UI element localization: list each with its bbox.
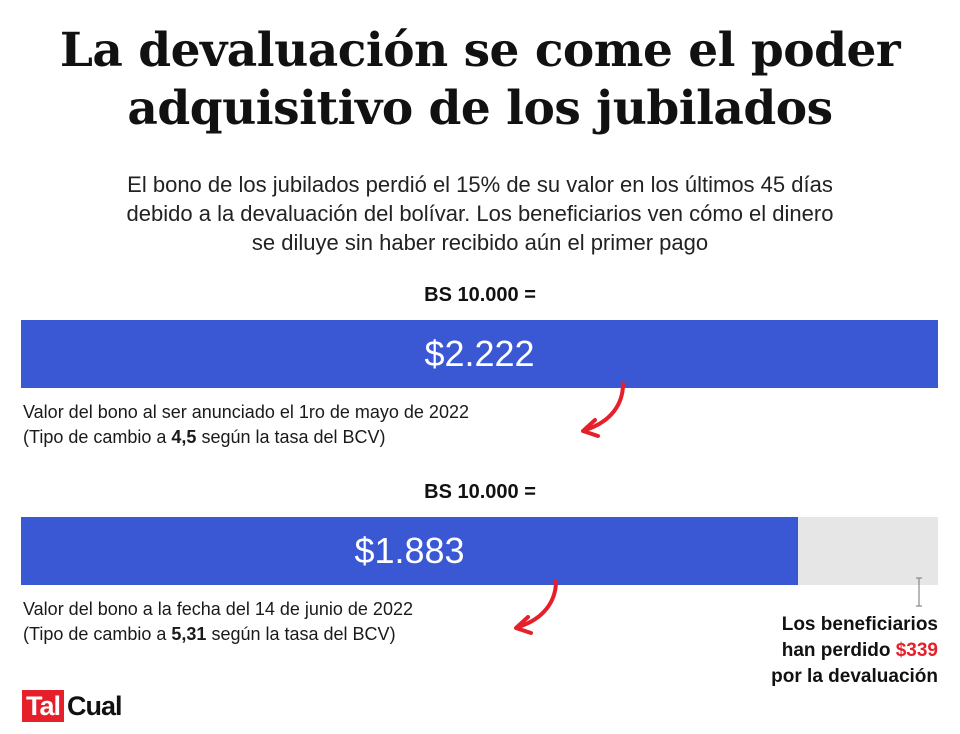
bar-1-rate: 4,5 — [171, 427, 197, 447]
logo-part-cual: Cual — [67, 691, 123, 721]
bar-2-caption-line-1: Valor del bono a la fecha del 14 de juni… — [23, 599, 413, 619]
bar-2-arrow-icon — [514, 579, 558, 635]
page-title: La devaluación se come el poder adquisit… — [0, 22, 960, 138]
bar-1-caption-suffix: según la tasa del BCV) — [196, 427, 386, 447]
subtitle-line-2: debido a la devaluación del bolívar. Los… — [126, 201, 834, 226]
title-line-2: adquisitivo de los jubilados — [127, 81, 833, 136]
bar-2-caption-prefix: (Tipo de cambio a — [23, 624, 172, 644]
bar-1-caption-prefix: (Tipo de cambio a — [23, 427, 172, 447]
bar-2-caption: Valor del bono a la fecha del 14 de juni… — [23, 597, 413, 647]
bar-1-arrow-icon — [581, 382, 625, 438]
title-line-1: La devaluación se come el poder — [59, 23, 901, 78]
subtitle-line-3: se diluye sin haber recibido aún el prim… — [251, 230, 709, 255]
bar-1-caption-line-1: Valor del bono al ser anunciado el 1ro d… — [23, 402, 469, 422]
bar-2-value-label: $1.883 — [354, 530, 465, 571]
bar-2-caption-suffix: según la tasa del BCV) — [206, 624, 396, 644]
subtitle-line-1: El bono de los jubilados perdió el 15% d… — [127, 172, 833, 197]
loss-note: Los beneficiarios han perdido $339 por l… — [678, 612, 938, 690]
loss-note-line-3: por la devaluación — [771, 666, 938, 687]
bar-1-equation-label: BS 10.000 = — [424, 284, 536, 306]
loss-note-line-2: han perdido $339 — [678, 638, 938, 664]
bar-1-caption: Valor del bono al ser anunciado el 1ro d… — [23, 400, 469, 450]
loss-note-line-1: Los beneficiarios — [781, 614, 938, 635]
loss-note-prefix: han perdido — [781, 640, 896, 661]
logo-part-tal: Tal — [22, 690, 65, 722]
bar-1-track: $2.222 — [21, 320, 938, 388]
loss-marker-icon — [916, 577, 922, 607]
bar-1-value-label: $2.222 — [424, 333, 535, 374]
bar-1-caption-line-2: (Tipo de cambio a 4,5 según la tasa del … — [23, 425, 469, 450]
bar-1-fill — [21, 320, 938, 388]
bar-2-rate: 5,31 — [171, 624, 207, 644]
bar-2-fill — [21, 517, 798, 585]
bar-2-caption-line-2: (Tipo de cambio a 5,31 según la tasa del… — [23, 622, 413, 647]
loss-amount: $339 — [895, 640, 938, 661]
bar-2-equation-label: BS 10.000 = — [424, 481, 536, 503]
bar-2-track: $1.883 — [21, 517, 938, 585]
subtitle: El bono de los jubilados perdió el 15% d… — [40, 170, 920, 257]
talcual-logo: Tal Cual — [22, 690, 123, 722]
